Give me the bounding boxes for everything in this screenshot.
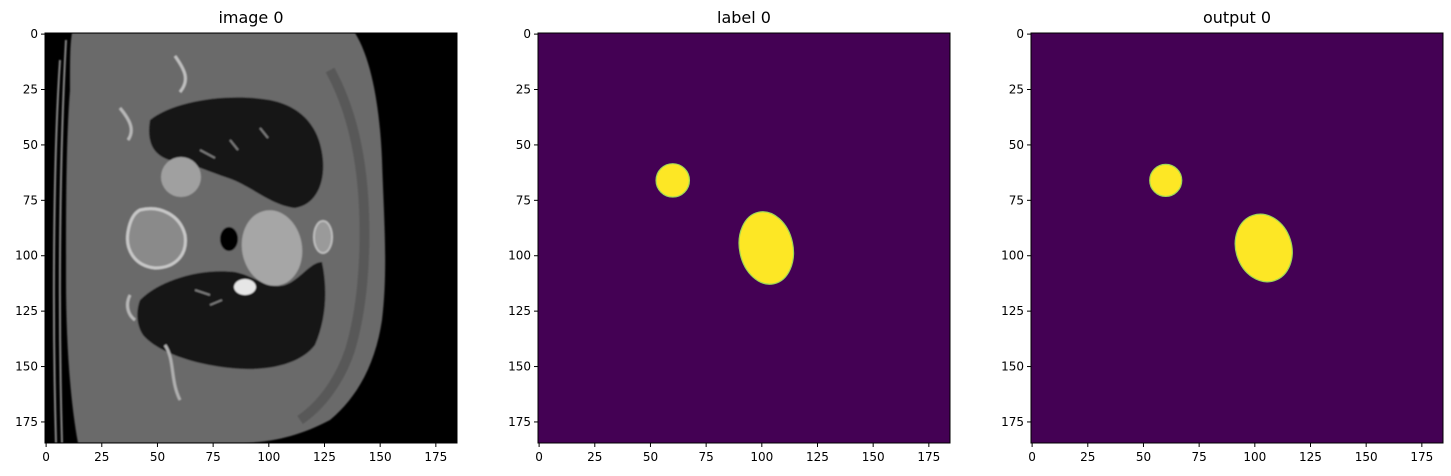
ct-vessel-left [161, 157, 201, 197]
y-tick-label: 25 [23, 83, 38, 97]
x-tick-label: 0 [535, 450, 543, 464]
y-tick-label: 175 [508, 415, 531, 429]
y-tick-label: 150 [1001, 360, 1024, 374]
y-tick-label: 125 [15, 304, 38, 318]
panel-title-output: output 0 [1203, 8, 1271, 27]
y-tick-label: 175 [15, 415, 38, 429]
x-tick-label: 175 [917, 450, 940, 464]
y-tick-label: 150 [508, 360, 531, 374]
x-tick-label: 125 [313, 450, 336, 464]
y-tick-label: 75 [516, 193, 531, 207]
x-tick-label: 75 [1191, 450, 1206, 464]
x-tick-label: 175 [424, 450, 447, 464]
x-tick-label: 150 [369, 450, 392, 464]
y-tick-label: 75 [1009, 193, 1024, 207]
panel-title-label: label 0 [717, 8, 771, 27]
x-tick-label: 25 [587, 450, 602, 464]
x-tick-label: 125 [1299, 450, 1322, 464]
y-tick-label: 0 [30, 27, 38, 41]
y-tick-label: 25 [1009, 83, 1024, 97]
y-tick-label: 100 [508, 249, 531, 263]
y-tick-label: 0 [1016, 27, 1024, 41]
x-tick-label: 100 [257, 450, 280, 464]
x-tick-label: 150 [1355, 450, 1378, 464]
y-tick-label: 100 [15, 249, 38, 263]
y-tick-label: 150 [15, 360, 38, 374]
output-mask-image [1031, 33, 1443, 443]
y-tick-label: 50 [23, 138, 38, 152]
ct-structure-right [314, 221, 332, 253]
x-tick-label: 25 [1080, 450, 1095, 464]
x-tick-label: 75 [205, 450, 220, 464]
ct-vertebra [127, 209, 185, 268]
y-tick-label: 50 [1009, 138, 1024, 152]
panel-label: label 0 0 0 25 25 50 50 75 75 100 100 125 125 150 150… [508, 8, 950, 464]
ct-airway [220, 227, 238, 251]
panel-title-image: image 0 [218, 8, 283, 27]
panel-image: image 0 [15, 8, 457, 464]
ct-scan-image [45, 33, 457, 443]
x-tick-label: 100 [750, 450, 773, 464]
y-tick-label: 25 [516, 83, 531, 97]
mask-blob-small [1150, 164, 1182, 196]
x-tick-label: 75 [698, 450, 713, 464]
x-tick-label: 150 [862, 450, 885, 464]
y-tick-label: 0 [523, 27, 531, 41]
x-tick-label: 175 [1410, 450, 1433, 464]
x-tick-label: 50 [150, 450, 165, 464]
y-tick-label: 125 [1001, 304, 1024, 318]
x-tick-label: 0 [1028, 450, 1036, 464]
y-tick-label: 50 [516, 138, 531, 152]
ct-bone-bright [234, 279, 256, 295]
x-tick-label: 25 [94, 450, 109, 464]
y-tick-label: 125 [508, 304, 531, 318]
label-mask-image [538, 33, 950, 443]
x-tick-label: 50 [643, 450, 658, 464]
x-tick-label: 0 [42, 450, 50, 464]
y-tick-label: 75 [23, 193, 38, 207]
mask-blob-small [656, 164, 689, 197]
y-tick-label: 175 [1001, 415, 1024, 429]
x-tick-label: 100 [1243, 450, 1266, 464]
x-tick-label: 50 [1136, 450, 1151, 464]
panel-output: output 0 0 0 25 25 50 50 75 75 100 100 125 125 150 15… [1001, 8, 1443, 464]
y-tick-label: 100 [1001, 249, 1024, 263]
x-tick-label: 125 [806, 450, 829, 464]
